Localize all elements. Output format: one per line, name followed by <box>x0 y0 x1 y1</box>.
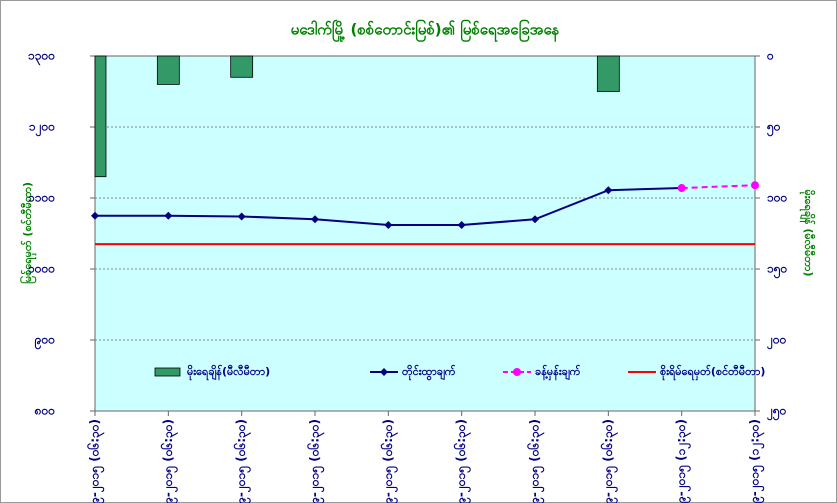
x-tick-label: ၁၆-၉-၂၀၁၅ (၀၆:၃၀) <box>306 419 326 503</box>
y2-tick-label: ၁၀၀ <box>767 191 788 205</box>
y2-tick-label: ၁၅၀ <box>767 262 788 280</box>
x-tick-label: ၂၁-၉-၂၀၁၅ (၁၂:၃၀) <box>674 419 692 503</box>
legend-swatch <box>154 367 181 377</box>
x-tick-label: ၂၂-၉-၂၀၁၅ (၁၂:၃၀) <box>748 419 766 503</box>
point <box>311 215 319 224</box>
y-tick-label: ၈၀၀ <box>34 404 56 418</box>
point <box>531 215 539 224</box>
x-tick-label: ၁၇-၉-၂၀၁၅ (၀၆:၃၀) <box>379 419 399 503</box>
point <box>677 184 686 193</box>
point <box>164 211 173 220</box>
point <box>91 211 99 220</box>
bar <box>156 55 180 85</box>
line <box>681 184 756 190</box>
x-tick-label: ၁၈-၉-၂၀၁၅ (၀၆:၃၀) <box>452 419 472 503</box>
y-tick-label: ၁၀၀၀ <box>28 262 55 276</box>
point <box>604 186 613 195</box>
y2-tick-label: ၂၀၀ <box>766 333 787 351</box>
y-axis-label: မြစ်ရေမှတ် (စင်တီမီတာ) <box>19 182 37 284</box>
y-tick-label: ၁၃၀၀ <box>28 49 55 67</box>
legend-label: စိုးရိမ်ရေမှတ်(စင်တီမီတာ) <box>660 364 765 381</box>
point <box>237 212 246 221</box>
legend-label: တိုင်းထွာချက် <box>402 364 456 381</box>
y-tick-label: ၁၁၀၀ <box>28 191 55 205</box>
y2-tick-label: ၀ <box>766 49 774 63</box>
plot-area <box>95 56 755 411</box>
x-tick-label: ၁၉-၉-၂၀၁၅ (၀၆:၃၀) <box>526 419 546 503</box>
y-tick-label: ၁၂၀၀ <box>29 120 55 138</box>
x-tick-label: ၁၄-၉-၂၀၁၅ (၀၆:၃၀) <box>159 419 179 503</box>
bar <box>596 55 620 92</box>
x-tick-label: ၂၀-၉-၂၀၁၅ (၀၆:၃၀) <box>599 419 619 503</box>
x-tick-label: ၁၃-၉-၂၀၁၅ (၀၆:၃၀) <box>86 419 106 503</box>
bar <box>230 55 254 78</box>
y2-tick-label: ၅၀ <box>766 120 781 138</box>
y2-tick-label: ၂၅၀ <box>766 404 787 422</box>
point <box>751 181 759 190</box>
y2-axis-label: မိုးရေချိန် (မီလီမီတာ) <box>799 190 816 277</box>
bar <box>94 55 107 178</box>
point <box>384 220 393 229</box>
legend-label: ခန့်မှန်းချက် <box>535 364 581 381</box>
y-tick-label: ၉၀၀ <box>34 333 56 351</box>
legend-marker <box>513 368 521 376</box>
x-tick-label: ၁၅-၉-၂၀၁၅ (၀၆:၃၀) <box>232 419 252 503</box>
legend-marker <box>380 368 388 376</box>
legend-label: မိုးရေချိန်(မီလီမီတာ) <box>187 364 270 381</box>
plot-border <box>94 55 756 412</box>
point <box>457 220 466 229</box>
